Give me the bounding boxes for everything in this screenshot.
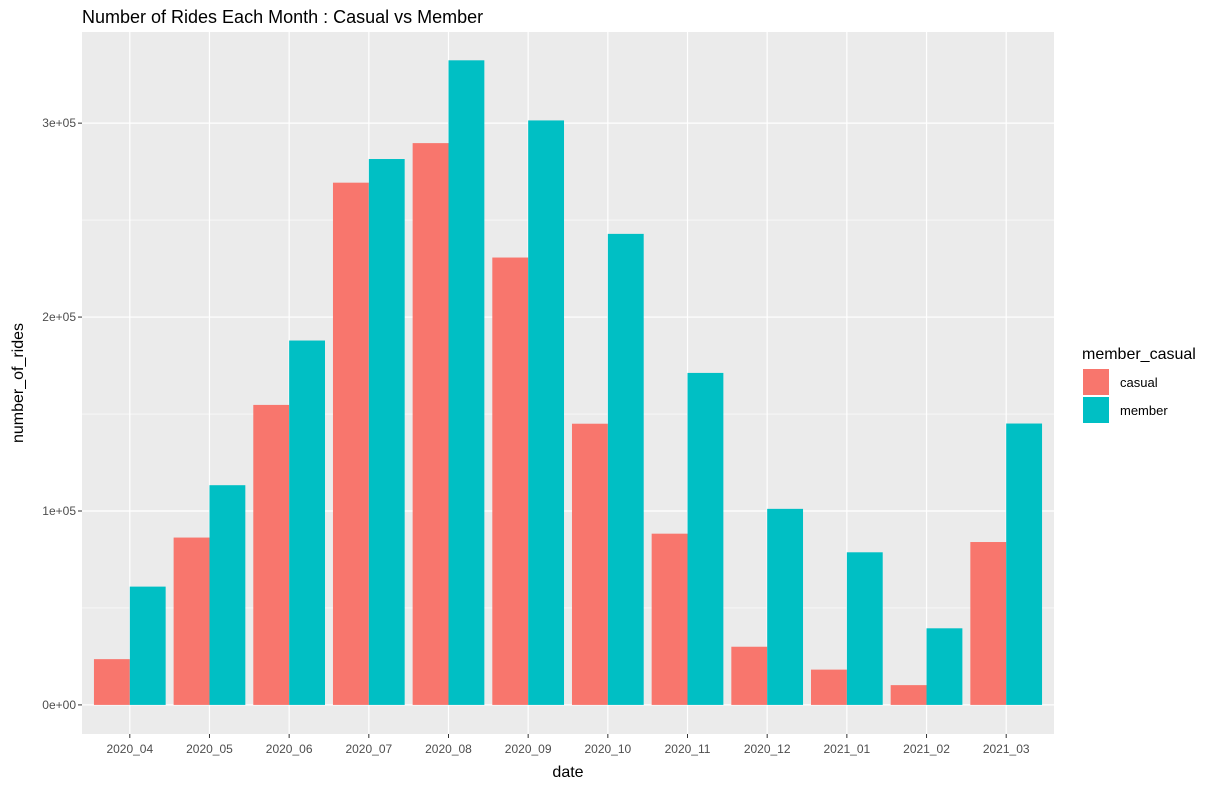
x-tick-label: 2020_05	[186, 742, 233, 756]
bar-member-2020_09	[528, 120, 565, 705]
bar-casual-2021_02	[890, 685, 927, 705]
bar-member-2021_02	[926, 628, 963, 705]
x-tick-label: 2020_08	[425, 742, 472, 756]
bar-casual-2020_09	[492, 257, 529, 705]
legend-label-member: member	[1120, 403, 1168, 418]
x-axis-ticks: 2020_04 2020_05 2020_06 2020_07 2020_08 2020_…	[106, 734, 1030, 756]
x-tick-label: 2021_01	[823, 742, 870, 756]
legend-key-member	[1083, 397, 1109, 423]
legend-title: member_casual	[1082, 346, 1196, 363]
bar-member-2020_04	[129, 586, 166, 705]
bar-casual-2020_10	[571, 423, 608, 705]
bar-member-2020_05	[209, 485, 246, 705]
bar-casual-2020_05	[173, 537, 210, 705]
y-axis-label: number_of_rides	[10, 323, 27, 443]
bar-casual-2020_04	[93, 659, 130, 705]
y-tick-label: 1e+05	[42, 504, 76, 518]
x-tick-label: 2020_10	[584, 742, 631, 756]
bar-member-2020_12	[767, 508, 804, 705]
y-tick-label: 3e+05	[42, 116, 76, 130]
bar-member-2020_07	[368, 159, 405, 705]
bar-member-2021_03	[1006, 423, 1043, 705]
legend: member_casual casual member	[1082, 346, 1196, 423]
x-tick-label: 2020_11	[665, 742, 711, 756]
x-tick-label: 2021_02	[903, 742, 950, 756]
x-tick-label: 2020_12	[744, 742, 791, 756]
x-tick-label: 2020_04	[106, 742, 153, 756]
bars	[93, 60, 1043, 705]
bar-casual-2020_12	[731, 646, 768, 705]
y-tick-label: 2e+05	[42, 310, 76, 324]
bar-member-2020_08	[448, 60, 485, 705]
x-tick-label: 2020_06	[266, 742, 313, 756]
bar-member-2021_01	[846, 552, 883, 705]
legend-label-casual: casual	[1120, 375, 1158, 390]
bar-member-2020_10	[607, 233, 644, 705]
bar-casual-2020_11	[651, 533, 688, 705]
chart-title: Number of Rides Each Month : Casual vs M…	[82, 7, 483, 27]
y-tick-label: 0e+00	[42, 698, 76, 712]
x-tick-label: 2020_09	[505, 742, 552, 756]
legend-key-casual	[1083, 369, 1109, 395]
bar-member-2020_11	[687, 372, 724, 705]
x-tick-label: 2020_07	[345, 742, 392, 756]
x-axis-label: date	[552, 764, 583, 781]
x-tick-label: 2021_03	[983, 742, 1030, 756]
bar-member-2020_06	[289, 340, 325, 705]
bar-casual-2021_01	[811, 669, 847, 705]
bar-casual-2020_08	[412, 143, 449, 705]
bar-casual-2021_03	[970, 542, 1007, 705]
bar-casual-2020_06	[253, 404, 290, 705]
y-axis-ticks: 0e+00 1e+05 2e+05 3e+05	[42, 116, 82, 712]
bar-casual-2020_07	[332, 182, 369, 705]
